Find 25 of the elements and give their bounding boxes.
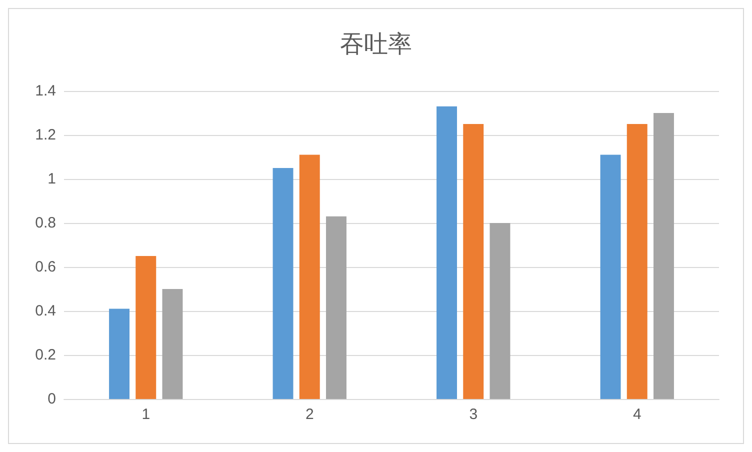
y-tick-label: 0.4: [35, 302, 56, 320]
bar: [299, 154, 320, 399]
y-tick-label: 0.2: [35, 346, 56, 364]
bar: [436, 106, 457, 399]
bar: [272, 168, 294, 399]
y-tick-label: 1: [48, 170, 56, 188]
bar: [109, 308, 130, 399]
y-tick-label: 0: [48, 390, 56, 408]
bar: [600, 154, 621, 399]
bar: [162, 289, 183, 399]
y-tick-label: 0.6: [35, 258, 56, 276]
bar: [463, 124, 484, 399]
x-tick-label: 2: [305, 406, 314, 423]
y-tick-label: 0.8: [35, 214, 56, 232]
y-tick-label: 1.2: [35, 126, 56, 144]
bar: [626, 124, 648, 399]
y-tick-label: 1.4: [35, 82, 56, 100]
x-tick-label: 1: [142, 406, 150, 423]
bar: [490, 223, 510, 399]
x-tick-label: 3: [469, 406, 478, 423]
bar: [136, 256, 156, 399]
bar: [654, 113, 674, 399]
x-tick-label: 4: [632, 406, 642, 423]
chart-title: 吞吐率: [340, 30, 412, 58]
bar: [326, 216, 346, 399]
